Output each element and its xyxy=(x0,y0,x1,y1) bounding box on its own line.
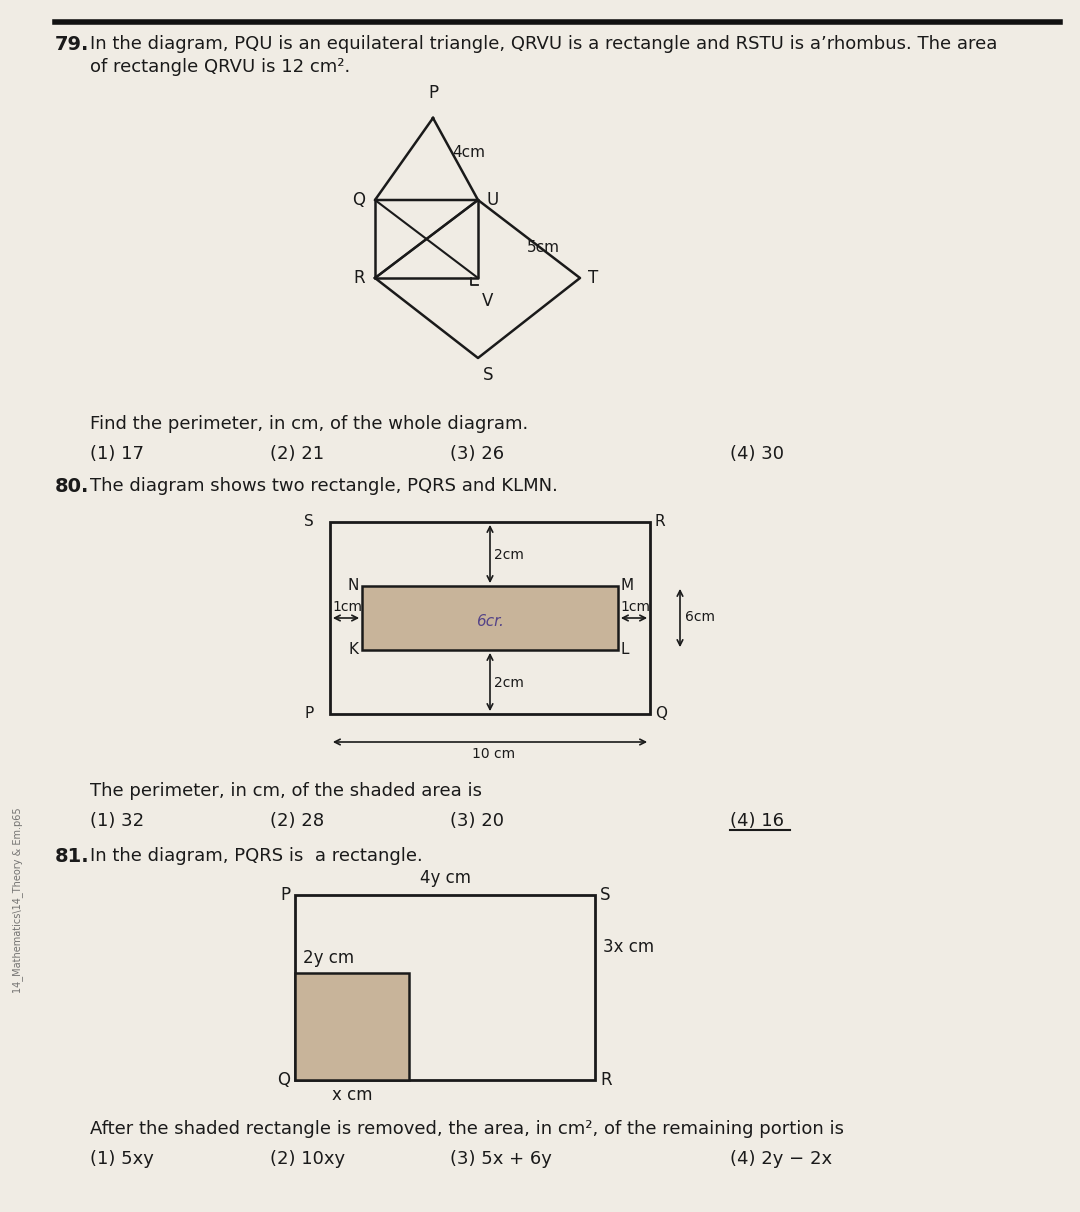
Text: In the diagram, PQU is an equilateral triangle, QRVU is a rectangle and RSTU is : In the diagram, PQU is an equilateral tr… xyxy=(90,35,997,53)
Text: R: R xyxy=(353,269,365,287)
Text: K: K xyxy=(349,642,359,657)
Text: 79.: 79. xyxy=(55,35,90,55)
Text: 2cm: 2cm xyxy=(494,548,524,561)
Text: Q: Q xyxy=(352,191,365,208)
Text: 1cm: 1cm xyxy=(620,600,650,614)
Text: 4y cm: 4y cm xyxy=(419,869,471,887)
Bar xyxy=(295,894,595,1080)
Text: (1) 32: (1) 32 xyxy=(90,812,144,830)
Text: Find the perimeter, in cm, of the whole diagram.: Find the perimeter, in cm, of the whole … xyxy=(90,415,528,433)
Text: N: N xyxy=(348,578,359,594)
Text: P: P xyxy=(280,886,291,904)
Text: (1) 5xy: (1) 5xy xyxy=(90,1150,153,1168)
Text: (2) 28: (2) 28 xyxy=(270,812,324,830)
Text: T: T xyxy=(588,269,598,287)
Text: 14_Mathematics\14_Theory & Em.p65: 14_Mathematics\14_Theory & Em.p65 xyxy=(13,807,24,993)
Text: (1) 17: (1) 17 xyxy=(90,445,144,463)
Text: Q: Q xyxy=(276,1071,291,1090)
Text: (3) 26: (3) 26 xyxy=(450,445,504,463)
Bar xyxy=(295,973,409,1080)
Text: After the shaded rectangle is removed, the area, in cm², of the remaining portio: After the shaded rectangle is removed, t… xyxy=(90,1120,843,1138)
Text: 3x cm: 3x cm xyxy=(603,938,654,956)
Text: of rectangle QRVU is 12 cm².: of rectangle QRVU is 12 cm². xyxy=(90,58,350,76)
Text: 80.: 80. xyxy=(55,478,90,496)
Text: 2y cm: 2y cm xyxy=(303,949,354,967)
Text: (2) 10xy: (2) 10xy xyxy=(270,1150,346,1168)
Text: 5cm: 5cm xyxy=(527,240,561,255)
Text: Q: Q xyxy=(654,707,667,721)
Text: 4cm: 4cm xyxy=(453,145,485,160)
Text: 10 cm: 10 cm xyxy=(472,747,515,761)
Text: 6cr.: 6cr. xyxy=(476,614,504,629)
Text: P: P xyxy=(428,84,438,102)
Text: (3) 5x + 6y: (3) 5x + 6y xyxy=(450,1150,552,1168)
Text: S: S xyxy=(305,515,314,530)
Text: L: L xyxy=(621,642,630,657)
Text: R: R xyxy=(600,1071,611,1090)
Text: In the diagram, PQRS is  a rectangle.: In the diagram, PQRS is a rectangle. xyxy=(90,847,422,865)
Text: V: V xyxy=(482,292,494,310)
Text: The perimeter, in cm, of the shaded area is: The perimeter, in cm, of the shaded area… xyxy=(90,782,482,800)
Text: S: S xyxy=(600,886,610,904)
Text: The diagram shows two rectangle, PQRS and KLMN.: The diagram shows two rectangle, PQRS an… xyxy=(90,478,558,494)
Text: (2) 21: (2) 21 xyxy=(270,445,324,463)
Text: 2cm: 2cm xyxy=(494,675,524,690)
Text: U: U xyxy=(486,191,498,208)
Text: (4) 30: (4) 30 xyxy=(730,445,784,463)
Text: 6cm: 6cm xyxy=(685,610,715,624)
Text: 1cm: 1cm xyxy=(332,600,362,614)
Text: S: S xyxy=(483,366,494,384)
Text: x cm: x cm xyxy=(332,1086,373,1104)
Text: M: M xyxy=(621,578,634,594)
Text: P: P xyxy=(305,707,314,721)
Text: (4) 2y − 2x: (4) 2y − 2x xyxy=(730,1150,832,1168)
Text: R: R xyxy=(654,515,665,530)
Bar xyxy=(330,522,650,714)
Bar xyxy=(362,585,618,650)
Text: (4) 16: (4) 16 xyxy=(730,812,784,830)
Text: (3) 20: (3) 20 xyxy=(450,812,504,830)
Text: 81.: 81. xyxy=(55,847,90,867)
